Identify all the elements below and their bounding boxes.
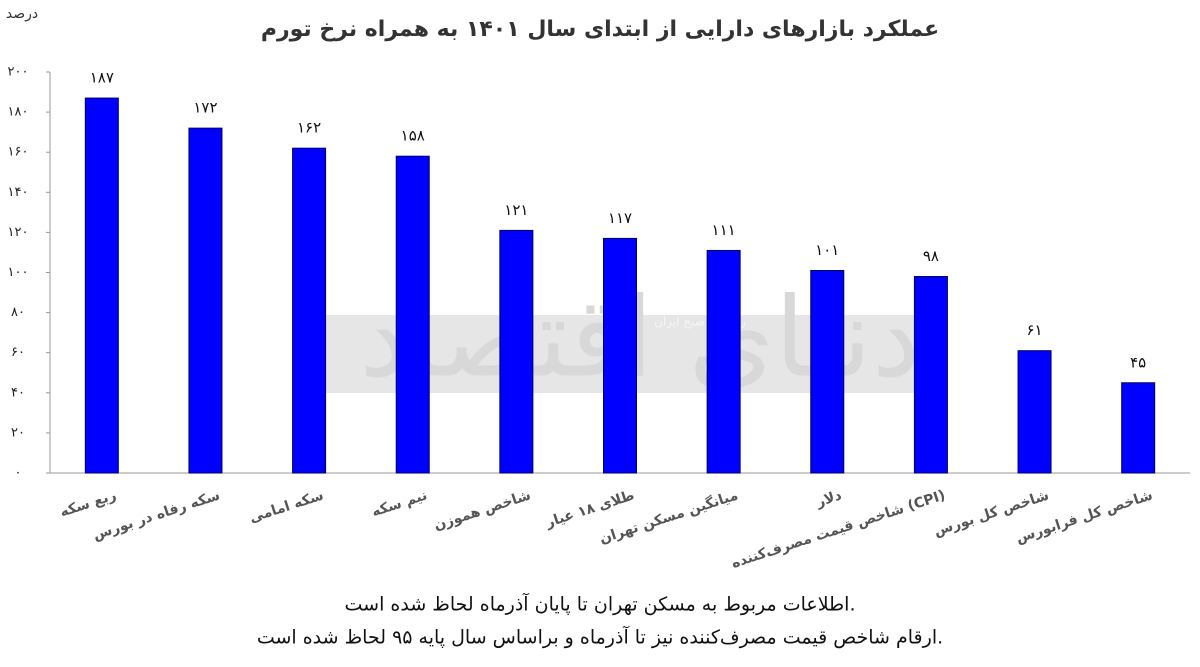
bar: [913, 276, 948, 474]
bar: [810, 269, 845, 474]
data-label: ۱۶۲: [297, 119, 321, 137]
data-label: ۴۵: [1130, 353, 1146, 371]
y-tick-label: ۱۲۰: [8, 225, 29, 240]
note: ارقام شاخص قیمت مصرف‌کننده نیز تا آذرماه…: [257, 625, 943, 649]
y-tick-label: ۱۴۰: [8, 185, 29, 200]
x-tick-label: ربع سکه: [58, 487, 118, 520]
data-label: ۱۱۱: [712, 221, 736, 239]
x-tick-label: شاخص هموزن: [432, 487, 533, 533]
bar: [1121, 382, 1156, 474]
y-axis-label: درصد: [6, 6, 38, 22]
y-tick-label: ۱۶۰: [8, 145, 29, 160]
y-tick-label: ۴۰: [11, 385, 25, 400]
y-tick-label: ۰: [15, 466, 22, 481]
note: اطلاعات مربوط به مسکن تهران تا پایان آذر…: [345, 592, 856, 616]
x-tick-label: دلار: [813, 487, 843, 510]
data-label: ۹۸: [923, 247, 939, 265]
y-tick-label: ۲۰: [11, 425, 25, 440]
data-label: ۱۱۷: [608, 209, 632, 227]
bar: [499, 229, 534, 474]
bar: [395, 155, 430, 474]
data-label: ۶۱: [1026, 321, 1042, 339]
y-tick-label: ۱۰۰: [8, 265, 29, 280]
y-tick-label: ۲۰۰: [8, 65, 29, 80]
bar: [84, 97, 119, 474]
x-tick-label: سکه امامی: [248, 487, 326, 526]
bar: [292, 147, 327, 474]
y-tick-label: ۱۸۰: [8, 105, 29, 120]
bar: [1017, 350, 1052, 474]
chart-title: عملکرد بازارهای دارایی از ابتدای سال ۱۴۰…: [261, 17, 939, 42]
data-label: ۱۸۷: [90, 69, 114, 87]
data-label: ۱۷۲: [193, 99, 217, 117]
bar: [706, 249, 741, 474]
y-tick-label: ۸۰: [11, 305, 25, 320]
data-label: ۱۰۱: [815, 241, 839, 259]
bar: [188, 127, 223, 474]
bar: [603, 237, 637, 474]
data-label: ۱۲۱: [504, 201, 528, 219]
data-label: ۱۵۸: [401, 127, 425, 145]
y-tick-label: ۶۰: [11, 345, 25, 360]
x-tick-label: نیم سکه: [370, 487, 429, 520]
